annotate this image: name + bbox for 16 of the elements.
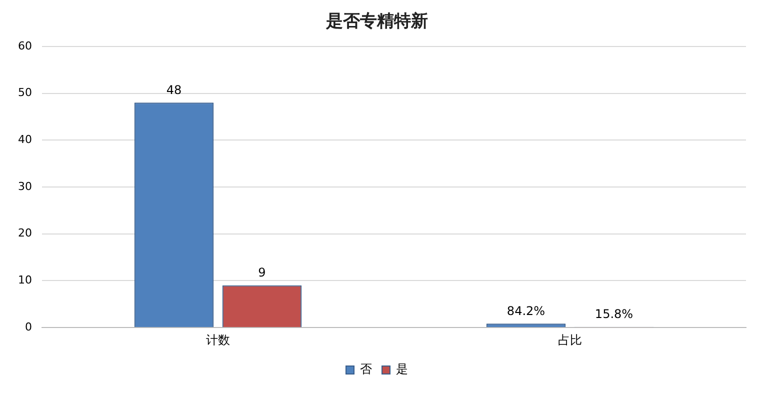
y-tick-label: 30 bbox=[18, 180, 32, 193]
legend-label: 否 bbox=[360, 362, 372, 376]
data-label: 15.8% bbox=[594, 306, 634, 321]
y-tick-label: 10 bbox=[18, 274, 32, 287]
chart-title: 是否专精特新 bbox=[325, 12, 428, 32]
data-label: 84.2% bbox=[506, 304, 546, 318]
legend-label: 是 bbox=[396, 362, 408, 376]
x-tick-label: 计数 bbox=[206, 332, 230, 347]
y-tick-label: 20 bbox=[18, 226, 32, 240]
x-tick-label: 占比 bbox=[558, 332, 582, 347]
y-tick-label: 50 bbox=[18, 86, 32, 100]
data-label: 9 bbox=[258, 266, 266, 280]
y-tick-label: 0 bbox=[24, 320, 32, 334]
data-label: 48 bbox=[166, 82, 182, 97]
y-tick-label: 40 bbox=[18, 132, 32, 146]
y-tick-label: 60 bbox=[18, 39, 32, 52]
